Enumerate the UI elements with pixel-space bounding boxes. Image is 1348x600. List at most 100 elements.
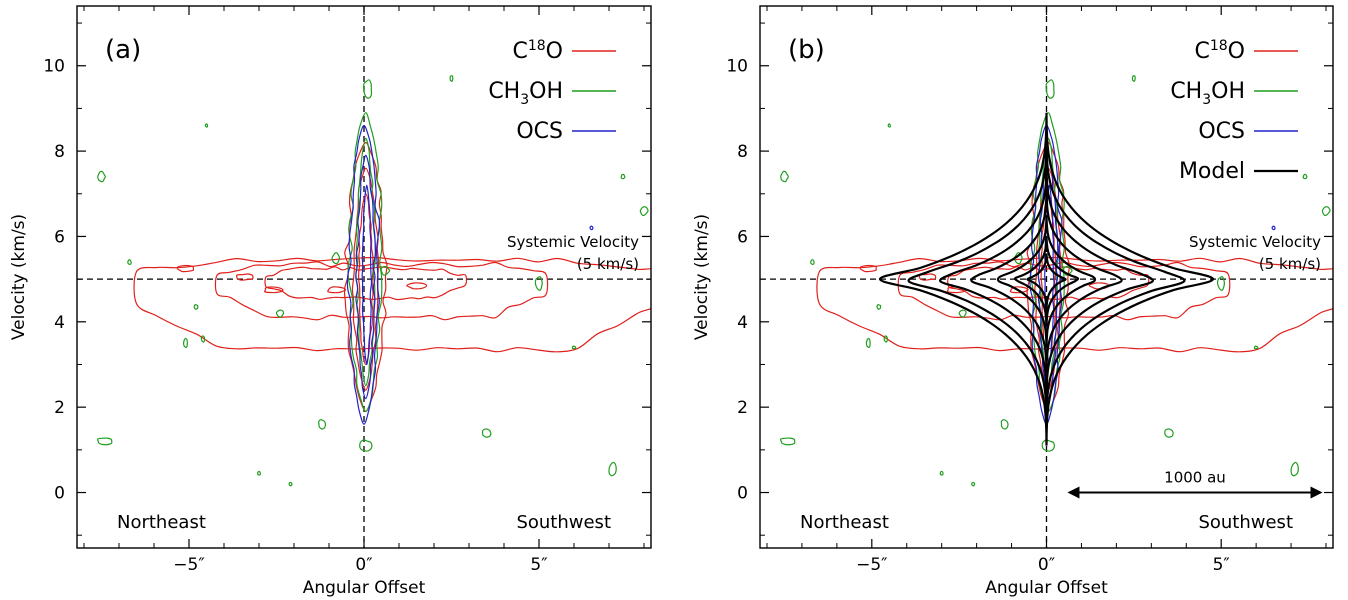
contour-ch3oh bbox=[481, 428, 492, 438]
contour-c18o bbox=[214, 261, 549, 321]
x-tick-label: 0″ bbox=[355, 555, 372, 575]
contour-ch3oh bbox=[1131, 75, 1136, 82]
contour-ch3oh bbox=[876, 303, 882, 310]
contour-ocs bbox=[355, 154, 377, 400]
y-axis-label: Velocity (km/s) bbox=[692, 214, 712, 340]
contour-c18o bbox=[133, 256, 651, 353]
contour-ch3oh bbox=[380, 265, 391, 276]
contour-c18o bbox=[343, 141, 388, 413]
contour-ch3oh bbox=[363, 79, 373, 99]
contour-model bbox=[1026, 253, 1067, 310]
contour-ch3oh bbox=[193, 303, 199, 310]
plot-area bbox=[77, 6, 651, 548]
contour-ch3oh bbox=[331, 252, 341, 265]
systemic-velocity-value: (5 km/s) bbox=[1259, 255, 1321, 273]
series-model bbox=[878, 112, 1215, 446]
contour-ch3oh bbox=[1321, 206, 1331, 217]
y-tick-label: 6 bbox=[737, 227, 748, 247]
contour-ch3oh bbox=[779, 437, 796, 446]
legend-entry-label: CH3OH bbox=[1170, 79, 1245, 108]
scale-bar-arrow-left bbox=[1067, 486, 1080, 499]
contour-ch3oh bbox=[887, 123, 891, 128]
x-tick-label: −5″ bbox=[173, 555, 204, 575]
panel-label: (a) bbox=[105, 35, 141, 65]
direction-label-right: Southwest bbox=[1198, 512, 1293, 533]
x-axis-label: Angular Offset bbox=[303, 578, 426, 598]
series-ch3oh bbox=[779, 75, 1331, 487]
series-ocs bbox=[346, 124, 594, 425]
contour-ch3oh bbox=[1253, 345, 1259, 350]
y-tick-label: 10 bbox=[43, 57, 65, 77]
contour-ocs bbox=[361, 184, 373, 366]
contour-ch3oh bbox=[200, 335, 206, 343]
series-ch3oh bbox=[96, 75, 649, 487]
direction-label-left: Northeast bbox=[117, 512, 206, 533]
contour-ch3oh bbox=[620, 173, 626, 180]
contour-model bbox=[996, 215, 1097, 348]
plot-area bbox=[760, 6, 1333, 548]
legend-entry-label: Model bbox=[1179, 159, 1245, 184]
x-axis-label: Angular Offset bbox=[985, 578, 1108, 598]
y-tick-label: 0 bbox=[54, 484, 65, 504]
contour-ch3oh bbox=[939, 470, 944, 476]
contour-ch3oh bbox=[534, 276, 543, 291]
panel-label: (b) bbox=[788, 35, 825, 65]
y-tick-label: 6 bbox=[54, 227, 65, 247]
contour-model bbox=[970, 189, 1123, 374]
contour-ch3oh bbox=[780, 170, 789, 183]
contour-c18o bbox=[859, 264, 877, 273]
contour-ch3oh bbox=[288, 481, 293, 487]
contour-ch3oh bbox=[1216, 276, 1226, 291]
contour-c18o bbox=[264, 266, 468, 301]
contour-ch3oh bbox=[127, 259, 132, 265]
contour-ocs bbox=[1271, 225, 1276, 231]
contour-c18o bbox=[264, 286, 284, 294]
y-tick-label: 0 bbox=[737, 484, 748, 504]
x-tick-label: 5″ bbox=[530, 555, 547, 575]
y-tick-label: 2 bbox=[54, 398, 65, 418]
contour-model bbox=[907, 138, 1186, 425]
contour-c18o bbox=[816, 256, 1333, 353]
y-tick-label: 8 bbox=[54, 142, 65, 162]
legend-entry-label: CH3OH bbox=[488, 79, 563, 108]
contour-ch3oh bbox=[449, 75, 454, 82]
series-c18o bbox=[133, 141, 651, 413]
systemic-velocity-value: (5 km/s) bbox=[577, 255, 639, 273]
contour-c18o bbox=[918, 273, 937, 281]
contour-ch3oh bbox=[865, 337, 871, 349]
contour-ch3oh bbox=[608, 461, 617, 477]
y-tick-label: 8 bbox=[737, 142, 748, 162]
contour-ch3oh bbox=[318, 419, 327, 430]
contour-ch3oh bbox=[1041, 439, 1056, 452]
scale-bar-label: 1000 au bbox=[1164, 469, 1226, 487]
y-tick-label: 2 bbox=[737, 398, 748, 418]
scale-bar-arrow-right bbox=[1310, 486, 1323, 499]
x-tick-label: 0″ bbox=[1038, 555, 1055, 575]
x-tick-label: −5″ bbox=[856, 555, 887, 575]
contour-ch3oh bbox=[1000, 419, 1009, 430]
chart-panel-1: 0 2 4 6 8 10 −5″ 0″ 5″ Angular Offset Velocity (km… bbox=[9, 5, 652, 598]
contour-ch3oh bbox=[971, 481, 976, 487]
contour-c18o bbox=[176, 264, 195, 273]
contour-ch3oh bbox=[639, 206, 649, 217]
contour-ocs bbox=[1044, 184, 1055, 366]
contour-ocs bbox=[346, 124, 381, 425]
systemic-velocity-label: Systemic Velocity bbox=[1189, 233, 1321, 251]
systemic-velocity-label: Systemic Velocity bbox=[507, 233, 639, 251]
scale-bar: 1000 au bbox=[1067, 469, 1323, 499]
legend-entry-label: OCS bbox=[1198, 119, 1245, 144]
contour-ch3oh bbox=[571, 345, 577, 350]
contour-c18o bbox=[235, 273, 254, 281]
contour-ch3oh bbox=[204, 123, 209, 128]
contour-ch3oh bbox=[883, 335, 888, 343]
direction-label-right: Southwest bbox=[516, 512, 611, 533]
chart-panel-2: 0 2 4 6 8 10 −5″ 0″ 5″ Angular Offset Velocity (km… bbox=[692, 5, 1334, 598]
legend: C18O CH3OH OCS bbox=[488, 38, 616, 144]
y-tick-label: 4 bbox=[54, 313, 65, 333]
legend-entry-label: C18O bbox=[512, 38, 563, 64]
contour-ch3oh bbox=[275, 309, 285, 318]
legend-entry-label: OCS bbox=[516, 119, 563, 144]
contour-ch3oh bbox=[1302, 173, 1308, 180]
contour-ch3oh bbox=[810, 259, 815, 265]
